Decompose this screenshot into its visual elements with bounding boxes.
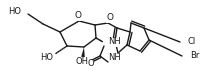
Text: HO: HO <box>40 54 53 62</box>
Text: NH: NH <box>109 54 121 62</box>
Text: O: O <box>106 14 114 23</box>
Text: NH: NH <box>108 37 121 47</box>
Text: HO: HO <box>9 6 22 16</box>
Text: Br: Br <box>190 51 199 60</box>
Text: OH: OH <box>75 58 88 67</box>
Text: Cl: Cl <box>188 37 196 47</box>
Text: O: O <box>88 59 94 68</box>
Text: O: O <box>75 12 82 20</box>
Polygon shape <box>81 47 85 57</box>
